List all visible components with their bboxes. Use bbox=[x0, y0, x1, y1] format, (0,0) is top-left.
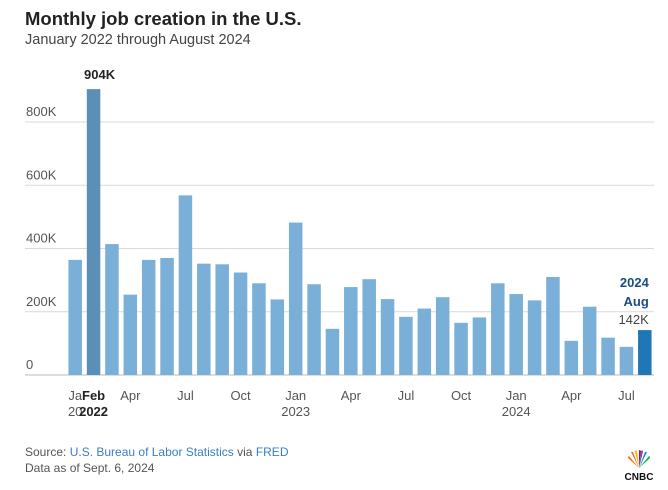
latest-annotation-line: 2024 bbox=[620, 275, 650, 290]
x-tick-label: Oct bbox=[451, 388, 472, 403]
bar-2023-11 bbox=[472, 317, 487, 375]
bar-2022-11 bbox=[252, 283, 266, 375]
source-note: Source: U.S. Bureau of Labor Statistics … bbox=[25, 445, 288, 459]
bar-2022-03 bbox=[105, 244, 119, 375]
bar-2022-07 bbox=[178, 195, 193, 375]
x-tick-label: Apr bbox=[341, 388, 362, 403]
chart-subtitle: January 2022 through August 2024 bbox=[25, 32, 251, 48]
data-date-note: Data as of Sept. 6, 2024 bbox=[25, 461, 155, 475]
bar-2024-01 bbox=[509, 294, 523, 375]
chart-title: Monthly job creation in the U.S. bbox=[25, 8, 302, 29]
bars bbox=[68, 89, 652, 376]
y-tick-label: 400K bbox=[26, 231, 57, 246]
source-prefix: Source: bbox=[25, 445, 70, 459]
bar-2023-10 bbox=[454, 322, 468, 375]
x-tick-year-label: 2024 bbox=[502, 404, 531, 419]
bar-2024-05 bbox=[582, 306, 597, 375]
bar-2022-02 bbox=[86, 89, 101, 376]
x-tick-year-label: 2022 bbox=[79, 404, 108, 419]
x-tick-label: Jan bbox=[285, 388, 306, 403]
bar-2022-04 bbox=[123, 294, 138, 375]
bar-2024-08 bbox=[638, 330, 652, 375]
bar-2024-03 bbox=[546, 276, 560, 375]
peak-annotation: 904K bbox=[84, 67, 116, 82]
bar-2024-06 bbox=[601, 337, 615, 375]
bar-2023-06 bbox=[380, 299, 395, 375]
bar-2022-01 bbox=[68, 259, 82, 375]
bar-2022-09 bbox=[215, 264, 229, 375]
x-tick-year-label: 2023 bbox=[281, 404, 310, 419]
cnbc-logo: CNBC bbox=[625, 450, 654, 482]
x-tick-year-label: 20 bbox=[68, 404, 82, 419]
bar-2022-12 bbox=[270, 299, 285, 375]
peacock-icon bbox=[628, 450, 650, 468]
x-tick-label: Jul bbox=[618, 388, 635, 403]
bar-2024-07 bbox=[619, 346, 634, 375]
bar-2023-12 bbox=[491, 283, 505, 375]
bar-2022-10 bbox=[233, 272, 248, 375]
bar-2023-01 bbox=[288, 222, 303, 375]
bar-2023-08 bbox=[417, 308, 432, 375]
bar-2022-05 bbox=[141, 259, 156, 375]
x-tick-label: Jul bbox=[398, 388, 415, 403]
bar-2023-03 bbox=[325, 328, 340, 375]
source-via: via bbox=[233, 445, 256, 459]
x-tick-label: Jul bbox=[177, 388, 194, 403]
y-tick-label: 200K bbox=[26, 294, 57, 309]
source-link-bls[interactable]: U.S. Bureau of Labor Statistics bbox=[69, 445, 234, 459]
bar-2023-04 bbox=[344, 287, 358, 375]
x-tick-label: Jan bbox=[506, 388, 527, 403]
bar-2022-06 bbox=[160, 257, 174, 375]
annotations: 904K 2024 Aug 142K bbox=[84, 67, 650, 327]
x-tick-label: Oct bbox=[230, 388, 251, 403]
bar-2024-04 bbox=[564, 340, 579, 375]
bar-2023-09 bbox=[435, 297, 450, 375]
bar-2023-05 bbox=[362, 279, 376, 375]
bar-2023-07 bbox=[399, 316, 413, 375]
source-link-fred[interactable]: FRED bbox=[255, 445, 289, 459]
latest-annotation-line: 142K bbox=[618, 312, 649, 327]
logo-text: CNBC bbox=[625, 472, 654, 482]
y-tick-label: 800K bbox=[26, 104, 57, 119]
x-tick-label: Feb bbox=[82, 388, 105, 403]
y-tick-label: 0 bbox=[26, 357, 33, 372]
bar-2022-08 bbox=[197, 263, 211, 375]
x-tick-label: Apr bbox=[120, 388, 141, 403]
x-tick-label: Apr bbox=[561, 388, 582, 403]
y-tick-label: 600K bbox=[26, 167, 57, 182]
y-axis-tick-labels: 0 200K 400K 600K 800K bbox=[26, 104, 57, 372]
x-tick-label: Ja bbox=[68, 388, 83, 403]
latest-annotation-line: Aug bbox=[624, 294, 649, 309]
bar-2024-02 bbox=[527, 300, 542, 375]
bar-2023-02 bbox=[307, 284, 321, 375]
